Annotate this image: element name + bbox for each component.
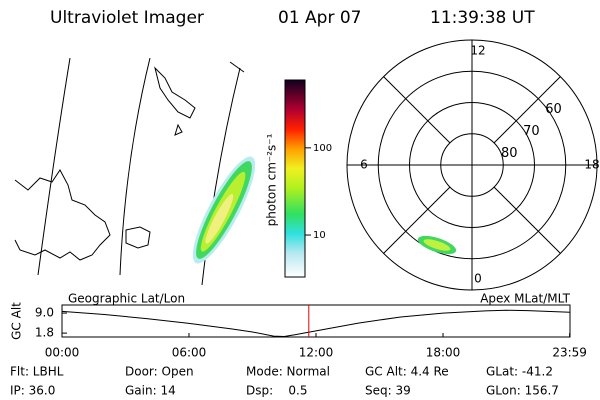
left-label: Geographic Lat/Lon [68,292,185,306]
info-field: Door: Open [125,365,194,379]
polar-mlt-label: 12 [470,44,485,58]
coastline [14,169,111,261]
polar-spoke [383,76,451,144]
meridian [37,57,71,276]
info-field: Seq: 39 [365,384,411,398]
polar-ring [409,102,535,228]
polar-mlt-label: 0 [474,272,482,286]
x-tick-label: 00:00 [45,346,80,360]
y-tick-label: 1.8 [35,326,54,340]
polar-mlt-label: 18 [584,158,599,172]
info-field: GLon: 156.7 [486,384,559,398]
right-label: Apex MLat/MLT [480,292,570,306]
coastline [154,66,196,136]
edge [229,61,245,73]
polar-spoke [383,186,451,254]
polar-spoke [493,76,561,144]
polar-ring-label: 80 [501,146,518,161]
info-field: Flt: LBHL [10,365,64,379]
info-field: GLat: -41.2 [486,365,553,379]
polar-ring-label: 60 [545,102,562,117]
polar-mlt-label: 6 [360,158,368,172]
instrument: Ultraviolet Imager [50,8,204,28]
colorbar-tick-label: 10 [313,230,326,241]
polar-ring-label: 70 [523,124,540,139]
info-field: IP: 36.0 [10,384,55,398]
polar-aurora-core [423,239,451,251]
colorbar: photon cm⁻²s⁻¹ 10 100 [265,79,332,278]
date: 01 Apr 07 [278,8,361,28]
colorbar-label: photon cm⁻²s⁻¹ [265,133,279,226]
coastline [125,226,151,249]
x-tick-label: 06:00 [172,346,207,360]
time: 11:39:38 UT [430,8,535,28]
polar-spoke [493,186,561,254]
y-label: GC Alt [10,302,24,340]
x-tick-label: 18:00 [426,346,461,360]
colorbar-scale [284,79,306,278]
info-field: Mode: Normal [246,365,330,379]
colorbar-tick-label: 100 [313,143,332,154]
plot-frame [61,304,571,338]
map [14,57,256,286]
info-field: GC Alt: 4.4 Re [365,365,449,379]
info-field: Gain: 14 [125,384,176,398]
polar-ring [440,133,504,197]
info-field: Dsp: 0.5 [246,384,308,398]
x-tick-label: 23:59 [552,346,587,360]
altitude-chart: Geographic Lat/Lon Apex MLat/MLT GC Alt 9.0… [10,292,587,360]
polar-ring [377,70,567,260]
info: Flt: LBHL IP: 36.0 Door: Open Gain: 14 Mode:… [10,365,559,398]
aurora [192,156,256,264]
altitude-line [61,309,571,337]
x-tick-label: 12:00 [299,346,334,360]
y-tick-label: 9.0 [35,306,54,320]
meridian [119,57,151,276]
